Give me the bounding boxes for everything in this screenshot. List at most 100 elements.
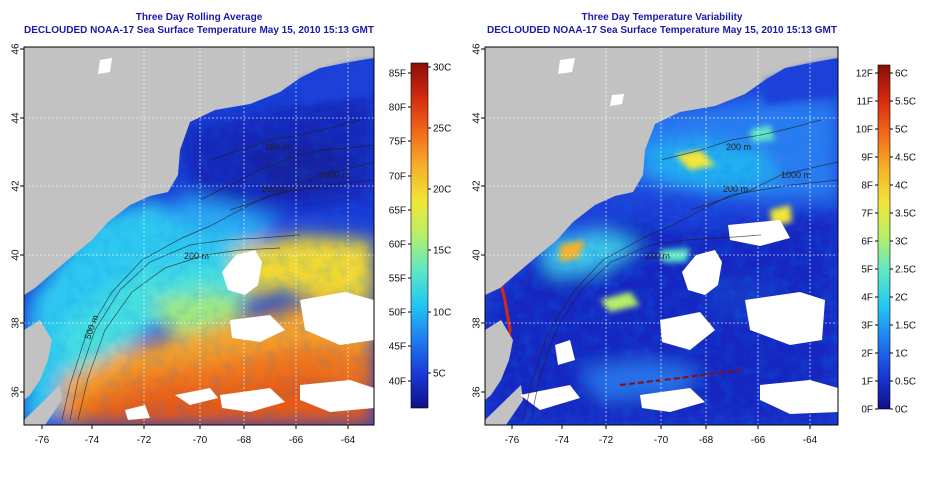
x-tick-label: -68: [699, 435, 714, 446]
y-tick-label: 40: [472, 249, 483, 261]
left-map-frame: [23, 46, 375, 426]
x-tick-label: -74: [85, 435, 100, 446]
y-tick-label: 40: [11, 249, 22, 261]
x-tick-label: -72: [599, 435, 614, 446]
colorbar-right-label: 20C: [433, 185, 451, 196]
left-colorbar-bar: [410, 62, 429, 409]
left-contour-label: 200 m: [262, 184, 287, 194]
left-bathymetry-contours: [61, 119, 374, 421]
colorbar-right-label: 2.5C: [895, 265, 916, 276]
right-map-image: 200 m 200 m 1000 m 200 m: [485, 47, 838, 425]
left-title-line1: Three Day Rolling Average: [136, 12, 263, 23]
left-land-south: [24, 385, 62, 425]
colorbar-left-label: 70F: [389, 172, 406, 183]
colorbar-right-label: 4C: [895, 181, 908, 192]
colorbar-left-label: 50F: [389, 308, 406, 319]
right-land-south: [485, 385, 523, 425]
y-tick-label: 38: [11, 317, 22, 329]
x-tick-label: -68: [237, 435, 252, 446]
y-tick-label: 44: [11, 112, 22, 124]
x-tick-label: -64: [803, 435, 818, 446]
colorbar-left-label: 10F: [856, 125, 873, 136]
right-map: Three Day Temperature Variability DECLOU…: [472, 12, 916, 446]
colorbar-left-label: 75F: [389, 137, 406, 148]
colorbar-left-label: 60F: [389, 240, 406, 251]
right-cloud-mask: [520, 58, 838, 414]
colorbar-left-label: 85F: [389, 69, 406, 80]
colorbar-right-label: 2C: [895, 293, 908, 304]
colorbar-left-label: 0F: [861, 405, 873, 416]
y-tick-label: 36: [11, 386, 22, 398]
x-tick-label: -76: [505, 435, 520, 446]
colorbar-right-label: 1.5C: [895, 321, 916, 332]
colorbar-right-label: 30C: [433, 63, 451, 74]
colorbar-right-label: 5C: [895, 125, 908, 136]
colorbar-right-label: 0.5C: [895, 377, 916, 388]
right-bathymetry-contours: [522, 119, 838, 421]
colorbar-left-label: 80F: [389, 103, 406, 114]
left-x-axis: -76 -74 -72 -70 -68 -66 -64: [35, 425, 356, 446]
y-tick-label: 46: [11, 43, 22, 55]
y-tick-label: 38: [472, 317, 483, 329]
left-contour-label: 1000 m: [320, 170, 350, 180]
right-land-delmarva: [485, 320, 513, 400]
left-colorbar: 85F 80F 75F 70F 65F 60F 55F 50F 45F 40F 30C 25C 20C…: [389, 62, 451, 409]
right-gridlines: [485, 47, 838, 425]
y-tick-label: 42: [472, 180, 483, 192]
left-contour-label: 200 m: [265, 142, 290, 152]
x-tick-label: -66: [289, 435, 304, 446]
left-cloud-mask: [98, 58, 374, 420]
x-tick-label: -72: [137, 435, 152, 446]
right-title-line2: DECLOUDED NOAA-17 Sea Surface Temperatur…: [487, 25, 837, 36]
colorbar-left-label: 65F: [389, 206, 406, 217]
x-tick-label: -74: [555, 435, 570, 446]
left-land-mainland: [24, 47, 374, 295]
colorbar-left-label: 9F: [861, 153, 873, 164]
y-tick-label: 46: [472, 43, 483, 55]
colorbar-left-label: 2F: [861, 349, 873, 360]
colorbar-left-label: 12F: [856, 69, 873, 80]
colorbar-right-label: 4.5C: [895, 153, 916, 164]
right-y-axis: 46 44 42 40 38 36: [472, 43, 485, 398]
right-land-mainland: [485, 47, 838, 295]
colorbar-left-label: 7F: [861, 209, 873, 220]
x-tick-label: -70: [193, 435, 208, 446]
colorbar-left-label: 4F: [861, 293, 873, 304]
y-tick-label: 44: [472, 112, 483, 124]
left-land-delmarva: [24, 320, 52, 400]
right-contour-label: 200 m: [645, 251, 670, 261]
right-contour-label: 200 m: [723, 184, 748, 194]
colorbar-right-label: 3.5C: [895, 209, 916, 220]
colorbar-left-label: 1F: [861, 377, 873, 388]
colorbar-right-label: 25C: [433, 124, 451, 135]
colorbar-right-label: 5C: [433, 369, 446, 380]
y-tick-label: 36: [472, 386, 483, 398]
colorbar-left-label: 55F: [389, 274, 406, 285]
colorbar-left-label: 45F: [389, 342, 406, 353]
colorbar-left-label: 8F: [861, 181, 873, 192]
left-gridlines: [24, 47, 374, 425]
colorbar-left-label: 40F: [389, 377, 406, 388]
right-contour-label: 200 m: [726, 142, 751, 152]
left-map: Three Day Rolling Average DECLOUDED NOAA…: [11, 12, 452, 446]
colorbar-left-label: 6F: [861, 237, 873, 248]
y-tick-label: 42: [11, 180, 22, 192]
left-title-line2: DECLOUDED NOAA-17 Sea Surface Temperatur…: [24, 25, 374, 36]
colorbar-right-label: 10C: [433, 308, 451, 319]
right-x-axis: -76 -74 -72 -70 -68 -66 -64: [505, 425, 818, 446]
colorbar-left-label: 5F: [861, 265, 873, 276]
colorbar-right-label: 0C: [895, 405, 908, 416]
x-tick-label: -66: [751, 435, 766, 446]
x-tick-label: -76: [35, 435, 50, 446]
colorbar-left-label: 11F: [857, 97, 874, 108]
x-tick-label: -70: [654, 435, 669, 446]
left-y-axis: 46 44 42 40 38 36: [11, 43, 24, 398]
right-title-line1: Three Day Temperature Variability: [582, 12, 743, 23]
x-tick-label: -64: [341, 435, 356, 446]
left-map-image: 200 m 200 m 500 m 1000 m 200 m: [24, 47, 374, 425]
colorbar-right-label: 15C: [433, 246, 451, 257]
colorbar-right-label: 6C: [895, 69, 908, 80]
right-contour-label: 1000 m: [781, 170, 811, 180]
colorbar-right-label: 3C: [895, 237, 908, 248]
colorbar-right-label: 1C: [895, 349, 908, 360]
